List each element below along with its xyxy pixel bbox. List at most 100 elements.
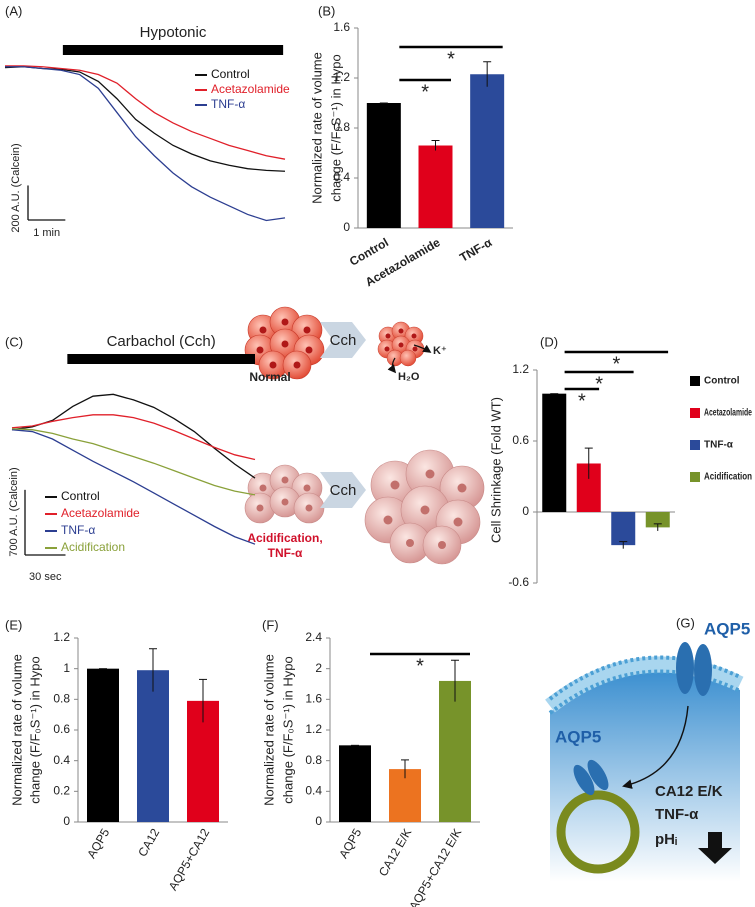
bar — [137, 670, 169, 822]
x-tick-label: CA12 E/K — [376, 826, 414, 879]
normal-label: Normal — [249, 370, 290, 384]
bar — [439, 680, 471, 822]
bar — [87, 668, 119, 822]
y-tick-label: 0 — [63, 814, 70, 828]
nuclei — [256, 318, 313, 369]
legend-swatch — [690, 376, 700, 386]
y-tick-label: 2 — [315, 661, 322, 675]
y-tick-label: 0.4 — [53, 753, 70, 767]
scale-bar-label: 200 A.U. (Calcein) — [10, 143, 22, 232]
y-axis-label: change (F/F₀S⁻¹) in Hypo — [328, 54, 343, 201]
significance-label: * — [595, 373, 603, 395]
aqp5-diagram: (G) AQP5 AQP5 CA12 E/K TNF-α pHᵢ — [545, 615, 750, 882]
significance-label: * — [421, 81, 429, 103]
arrow — [320, 322, 366, 358]
trafficking-arrow — [622, 705, 689, 789]
membrane-heads — [548, 669, 741, 715]
nuclei — [383, 469, 467, 549]
y-tick-label: 1.2 — [53, 630, 70, 644]
legend-label: Acidification — [704, 472, 752, 483]
y-axis-label: Normalized rate of volume — [309, 52, 324, 204]
membrane-heads — [548, 655, 741, 701]
y-tick-label: 1.2 — [305, 722, 322, 736]
acidified-label: TNF-α — [268, 546, 303, 560]
channel — [573, 764, 595, 796]
y-axis-label: change (F/F₀S⁻¹) in Hypo — [27, 656, 42, 803]
panel-label: (E) — [5, 617, 22, 632]
cell-diagram: Cch K⁺ H₂O Normal Cch — [244, 306, 485, 565]
trace — [11, 428, 256, 496]
y-tick-label: 0 — [343, 220, 350, 234]
x-tick-label: AQP5 — [336, 826, 364, 861]
x-tick-label: AQP5 — [84, 826, 112, 861]
y-axis-label: change (F/F₀S⁻¹) in Hypo — [280, 656, 295, 803]
significance-label: * — [416, 655, 424, 677]
factor-label: TNF-α — [655, 806, 699, 823]
y-tick-label: 1.2 — [333, 70, 350, 84]
y-axis-label: Cell Shrinkage (Fold WT) — [488, 397, 503, 543]
y-tick-label: 1.6 — [305, 692, 322, 706]
legend-label: Acetazolamide — [211, 82, 290, 96]
y-tick-label: 0.8 — [333, 120, 350, 134]
trace — [11, 414, 256, 461]
channel — [694, 644, 712, 696]
potassium-label: K⁺ — [433, 345, 447, 357]
y-tick-label: 2.4 — [305, 630, 322, 644]
x-tick-label: TNF-α — [457, 235, 495, 265]
cytoplasm — [550, 670, 740, 882]
water-label: H₂O — [398, 371, 420, 383]
y-tick-label: 0.6 — [512, 433, 529, 447]
bar — [611, 512, 636, 546]
cch-label: Cch — [330, 482, 357, 499]
significance-label: * — [612, 353, 620, 375]
cch-label: Cch — [330, 332, 357, 349]
bar — [542, 393, 567, 512]
legend-label: Acetazolamide — [704, 408, 752, 419]
membrane — [545, 656, 744, 713]
efflux-arrow — [413, 344, 432, 353]
y-tick-label: 1.2 — [512, 362, 529, 376]
nuclei — [256, 476, 313, 512]
stimulus-label: Hypotonic — [140, 24, 207, 41]
y-tick-label: 0.2 — [53, 784, 70, 798]
factor-label: pHᵢ — [655, 831, 677, 848]
acidified-cluster — [244, 464, 325, 524]
channel-label: AQP5 — [704, 619, 750, 638]
arrow — [320, 472, 366, 508]
legend-swatch — [690, 472, 700, 482]
stimulus-label: Carbachol (Cch) — [107, 333, 216, 350]
channel — [587, 759, 609, 791]
legend-label: TNF-α — [61, 523, 95, 537]
y-tick-label: 0 — [522, 504, 529, 518]
trace — [11, 429, 256, 545]
y-tick-label: 0.8 — [305, 753, 322, 767]
legend-label: TNF-α — [704, 440, 734, 451]
bar — [339, 745, 371, 822]
legend-label: Control — [704, 376, 740, 387]
efflux-arrow — [387, 357, 397, 374]
vesicle — [556, 790, 640, 874]
y-tick-label: 0.6 — [53, 722, 70, 736]
scale-bar-label: 1 min — [33, 227, 60, 239]
stimulus-bar — [67, 354, 255, 364]
bar — [418, 145, 453, 228]
trace — [5, 65, 286, 160]
y-tick-label: 0.8 — [53, 692, 70, 706]
legend-swatch — [690, 408, 700, 418]
y-axis-label: Normalized rate of volume — [261, 654, 276, 806]
x-tick-label: AQP5+CA12 — [166, 826, 213, 893]
y-tick-label: 1 — [63, 661, 70, 675]
legend-label: Acidification — [61, 540, 125, 554]
panel-label: (F) — [262, 617, 279, 632]
acidified-label: Acidification, — [247, 531, 322, 545]
bar — [366, 103, 401, 228]
panel-label: (B) — [318, 3, 335, 18]
nuclei — [384, 328, 418, 352]
y-tick-label: 0.4 — [305, 784, 322, 798]
panel-label: (A) — [5, 3, 22, 18]
scale-bar-label: 700 A.U. (Calcein) — [8, 467, 20, 556]
trace — [5, 66, 286, 222]
legend-label: Control — [61, 489, 100, 503]
legend-label: TNF-α — [211, 97, 245, 111]
